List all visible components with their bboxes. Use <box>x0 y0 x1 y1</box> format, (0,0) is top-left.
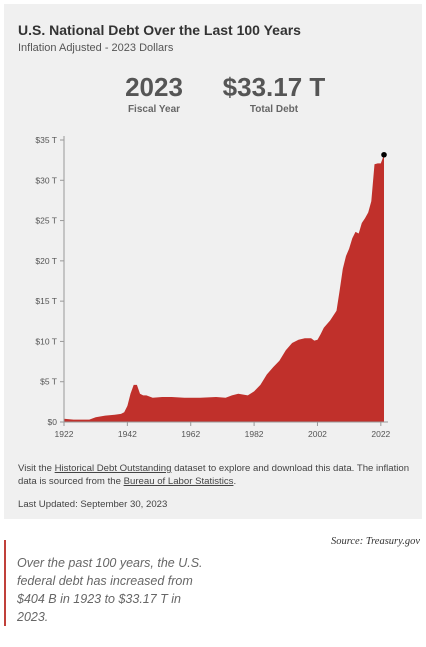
x-tick-label: 1982 <box>245 429 264 439</box>
y-tick-label: $5 T <box>40 377 57 387</box>
x-tick-label: 1942 <box>118 429 137 439</box>
pull-quote: Over the past 100 years, the U.S. federa… <box>4 540 209 626</box>
total-debt-value: $33.17 T <box>222 72 326 102</box>
note-middle: dataset to explore and download this dat… <box>18 463 410 487</box>
y-tick-label: $30 T <box>35 175 57 185</box>
chart-title: U.S. National Debt Over the Last 100 Yea… <box>18 22 301 38</box>
fiscal-year-label: Fiscal Year <box>127 104 181 115</box>
y-tick-label: $20 T <box>35 256 57 266</box>
y-tick-label: $15 T <box>35 296 57 306</box>
note-suffix: . <box>233 476 237 487</box>
x-tick-label: 1922 <box>55 429 74 439</box>
x-tick-label: 2022 <box>371 429 390 439</box>
historical-debt-link[interactable]: Historical Debt Outstanding <box>54 463 172 474</box>
x-tick-label: 1962 <box>181 429 200 439</box>
debt-area <box>64 154 384 422</box>
note-prefix: Visit the <box>18 463 55 474</box>
total-debt-label: Total Debt <box>249 104 299 115</box>
x-tick-label: 2002 <box>308 429 327 439</box>
y-tick-label: $10 T <box>35 336 57 346</box>
total-debt-stat: $33.17 T Total Debt <box>214 72 334 115</box>
current-debt-point <box>381 151 387 158</box>
fiscal-year-value: 2023 <box>125 72 183 102</box>
chart-card: U.S. National Debt Over the Last 100 Yea… <box>4 4 422 519</box>
y-tick-label: $0 <box>48 417 58 427</box>
source-credit: Source: Treasury.gov <box>330 536 420 547</box>
bls-link[interactable]: Bureau of Labor Statistics <box>123 476 234 487</box>
debt-area-chart: $0 $5 T $10 T $15 T $20 T $25 T $30 T $35 T 1922… <box>35 135 390 439</box>
y-tick-label: $25 T <box>35 216 57 226</box>
y-tick-label: $35 T <box>35 135 57 145</box>
pull-quote-text: Over the past 100 years, the U.S. federa… <box>17 556 203 624</box>
chart-subtitle: Inflation Adjusted - 2023 Dollars <box>18 42 174 54</box>
data-source-note: Visit the Historical Debt Outstanding da… <box>18 462 414 488</box>
fiscal-year-stat: 2023 Fiscal Year <box>114 72 194 115</box>
last-updated: Last Updated: September 30, 2023 <box>18 499 168 510</box>
